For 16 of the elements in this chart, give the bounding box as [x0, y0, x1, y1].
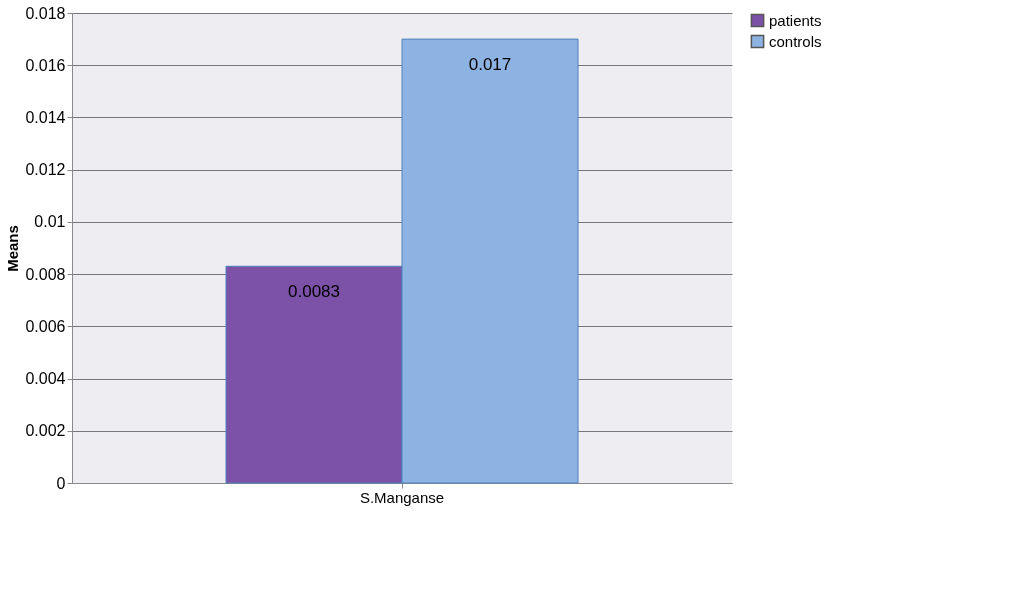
y-tick-label: 0.006	[25, 317, 66, 335]
y-tick-label: 0.018	[25, 4, 66, 22]
y-tick-label: 0.004	[25, 370, 66, 388]
y-tick-label: 0	[56, 474, 66, 492]
y-tick-label: 0.012	[25, 161, 66, 179]
legend-label: controls	[769, 32, 822, 50]
y-tick-label: 0.008	[25, 265, 66, 283]
legend-label: patients	[769, 11, 822, 29]
y-tick-label: 0.01	[34, 213, 66, 231]
data-label: 0.0083	[288, 282, 340, 302]
y-axis-title: Means	[4, 225, 22, 272]
y-tick-label: 0.016	[25, 56, 66, 74]
y-tick-label: 0.014	[25, 108, 66, 126]
y-tick-label: 0.002	[25, 422, 66, 440]
data-label: 0.017	[468, 55, 512, 75]
x-tick-label: S.Manganse	[359, 488, 445, 506]
